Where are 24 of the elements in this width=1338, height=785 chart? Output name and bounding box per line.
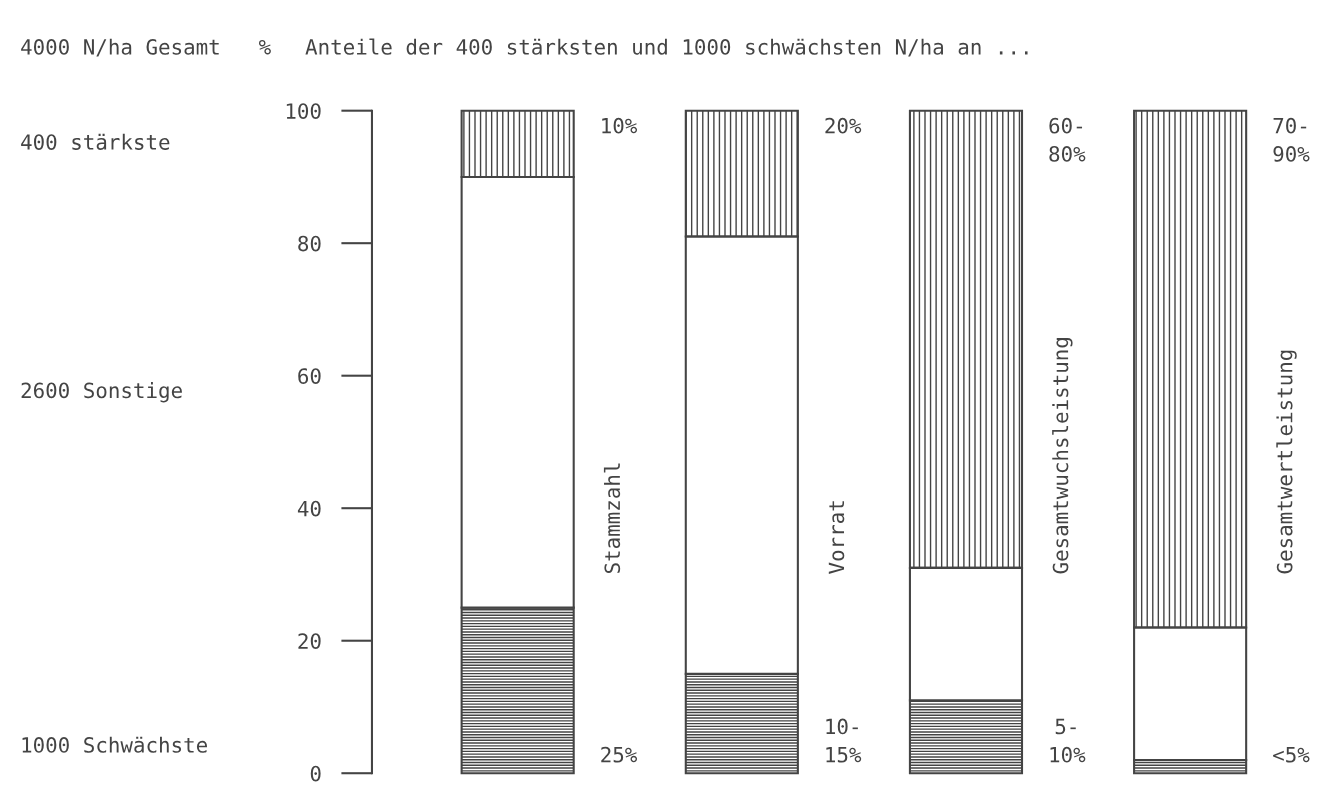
annotation: 25% xyxy=(601,746,638,763)
text: 2600 Sonstige xyxy=(21,382,182,403)
x-tick-label: Vorrat xyxy=(828,501,845,574)
annotation: <5% xyxy=(1273,747,1310,763)
y-tick-label: 40 xyxy=(297,500,321,517)
x-tick-label: Gesamtwertleistung xyxy=(1276,350,1297,574)
annotation: 60- 80% xyxy=(1049,117,1086,162)
y-axis-title: % xyxy=(258,39,271,55)
annotation: 20% xyxy=(825,117,862,134)
x-tick-label: Gesamtwuchsleistung xyxy=(1052,338,1073,574)
text: 400 stärkste xyxy=(21,133,170,150)
y-tick-label: 0 xyxy=(310,765,321,782)
y-tick-label: 80 xyxy=(298,235,321,252)
y-tick-label: 100 xyxy=(286,103,321,119)
y-tick-label: 60 xyxy=(298,368,321,384)
y-tick-label: 20 xyxy=(298,633,321,649)
x-tick-label: Stammzahl xyxy=(603,463,621,574)
annotation: 5- 10% xyxy=(1050,718,1086,763)
chart-title: Anteile der 400 stärksten und 1000 schwächsten N/ha an ... xyxy=(305,38,1028,57)
text: 1000 Schwächste xyxy=(22,736,207,753)
annotation: 70- 90% xyxy=(1273,117,1310,162)
legend-title: 4000 N/ha Gesamt xyxy=(21,38,219,57)
annotation: 10% xyxy=(602,117,638,134)
annotation: 10- 15% xyxy=(826,718,862,763)
